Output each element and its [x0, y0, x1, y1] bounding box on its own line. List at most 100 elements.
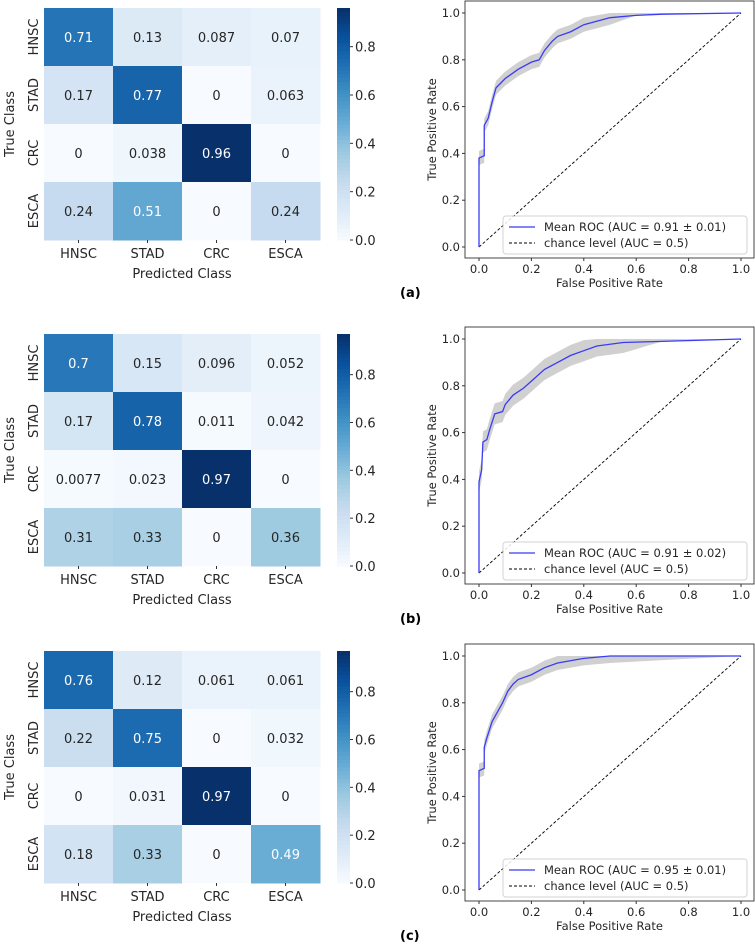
- colorbar-segment: [337, 27, 350, 32]
- colorbar-segment: [337, 131, 350, 137]
- colorbar-segment: [337, 182, 350, 187]
- colorbar-segment: [337, 747, 350, 753]
- heatmap-cell: [251, 334, 321, 393]
- colorbar-segment: [337, 546, 350, 552]
- plot-frame: [464, 643, 755, 902]
- panel-c: 0.76 0.12 0.061 0.061 0.22 0.75 0 0.032 0 0.031 0.…: [0, 643, 755, 944]
- heatmap-cell: [251, 508, 321, 567]
- colorbar-segment: [337, 681, 350, 687]
- colorbar-segment: [337, 871, 350, 876]
- y-tick-label: CRC: [27, 466, 42, 493]
- colorbar-segment: [337, 380, 350, 385]
- x-tick-label: 0.0: [470, 588, 488, 602]
- colorbar-segment: [337, 542, 350, 548]
- colorbar-segment: [337, 334, 350, 339]
- cell-value: 0.71: [64, 31, 93, 46]
- colorbar-segment: [337, 821, 350, 826]
- x-tick-label: STAD: [130, 890, 164, 905]
- colorbar-segment: [337, 139, 350, 144]
- colorbar-segment: [337, 31, 350, 36]
- colorbar-segment: [337, 767, 350, 772]
- cell-value: 0.36: [271, 531, 300, 546]
- x-tick-label: 0.6: [627, 262, 645, 276]
- y-tick-label: 0.4: [442, 472, 460, 486]
- cell-value: 0.77: [133, 89, 162, 104]
- x-tick-label: 0.8: [679, 905, 697, 919]
- cell-value: 0: [74, 147, 82, 162]
- colorbar-tick-label: 0.6: [355, 733, 376, 748]
- x-tick-label: 0.0: [470, 262, 488, 276]
- y-axis-label: True Class: [3, 734, 18, 801]
- x-tick-label: STAD: [130, 247, 164, 262]
- colorbar-segment: [337, 116, 350, 121]
- colorbar-segment: [337, 828, 350, 834]
- colorbar-segment: [337, 511, 350, 517]
- colorbar-segment: [337, 465, 350, 470]
- cell-value: 0.31: [64, 531, 93, 546]
- colorbar-segment: [337, 54, 350, 59]
- heatmap-cell: [113, 124, 183, 183]
- cell-value: 0.24: [271, 205, 300, 220]
- mean-roc-line: [478, 655, 741, 890]
- colorbar-segment: [337, 732, 350, 737]
- colorbar-segment: [337, 174, 350, 179]
- x-tick-label: ESCA: [268, 890, 303, 905]
- cell-value: 0.75: [133, 732, 162, 747]
- colorbar-segment: [337, 523, 350, 528]
- colorbar-tick-label: 0.8: [355, 41, 376, 56]
- heatmap-cell: [113, 651, 183, 710]
- colorbar-segment: [337, 720, 350, 725]
- colorbar-tick-label: 0.4: [355, 781, 376, 796]
- colorbar-segment: [337, 151, 350, 156]
- colorbar-segment: [337, 11, 350, 17]
- colorbar-segment: [337, 484, 350, 490]
- y-tick-label: 1.0: [442, 6, 460, 20]
- mean-roc-line: [478, 12, 742, 247]
- legend: Mean ROC (AUC = 0.91 ± 0.02) chance level…: [502, 541, 748, 581]
- colorbar-segment: [337, 205, 350, 210]
- colorbar-segment: [337, 376, 350, 381]
- colorbar-segment: [337, 127, 350, 133]
- y-axis-label: True Class: [3, 417, 18, 484]
- colorbar-segment: [337, 403, 350, 408]
- heatmap-cell: [44, 767, 114, 826]
- legend: Mean ROC (AUC = 0.95 ± 0.01) chance level…: [502, 858, 748, 898]
- colorbar-segment: [337, 66, 350, 71]
- colorbar-segment: [337, 143, 350, 148]
- heatmap-cell: [251, 709, 321, 768]
- colorbar-segment: [337, 469, 350, 474]
- colorbar-segment: [337, 825, 350, 830]
- y-tick-label: 0.8: [442, 696, 460, 710]
- cell-value: 0: [212, 205, 220, 220]
- cell-value: 0.087: [198, 31, 235, 46]
- colorbar-tick-label: 0.0: [355, 560, 376, 575]
- y-tick-label: ESCA: [27, 194, 42, 229]
- colorbar-segment: [337, 875, 350, 880]
- colorbar-segment: [337, 422, 350, 428]
- colorbar-tick-label: 0.0: [355, 234, 376, 249]
- colorbar-tick-label: 0.8: [355, 686, 376, 701]
- colorbar-tick-label: 0.4: [355, 464, 376, 479]
- y-axis-label: True Positive Rate: [425, 404, 439, 507]
- colorbar-segment: [337, 58, 350, 63]
- heatmap-cell: [44, 825, 114, 884]
- cell-value: 0.031: [129, 790, 166, 805]
- heatmap-cell: [182, 651, 252, 710]
- heatmap-cell: [113, 8, 183, 67]
- x-tick-label: 0.4: [575, 905, 593, 919]
- x-tick-label: ESCA: [268, 247, 303, 262]
- colorbar-segment: [337, 705, 350, 710]
- plot-frame: [464, 326, 755, 585]
- colorbar-segment: [337, 23, 350, 28]
- y-tick-label: HNSC: [27, 19, 42, 56]
- colorbar-segment: [337, 228, 350, 233]
- cell-value: 0: [281, 473, 289, 488]
- roc-chart: 0.0 0.2 0.4 0.6 0.8 1.0 0.0 0.2 0.4 0.6 0.8 1.0 Fals…: [425, 326, 755, 616]
- x-tick-label: 1.0: [732, 905, 750, 919]
- colorbar-segment: [337, 69, 350, 75]
- colorbar-segment: [337, 654, 350, 660]
- chance-line: [478, 338, 742, 574]
- colorbar-segment: [337, 712, 350, 718]
- x-tick-label: 0.6: [627, 905, 645, 919]
- cell-value: 0.24: [64, 205, 93, 220]
